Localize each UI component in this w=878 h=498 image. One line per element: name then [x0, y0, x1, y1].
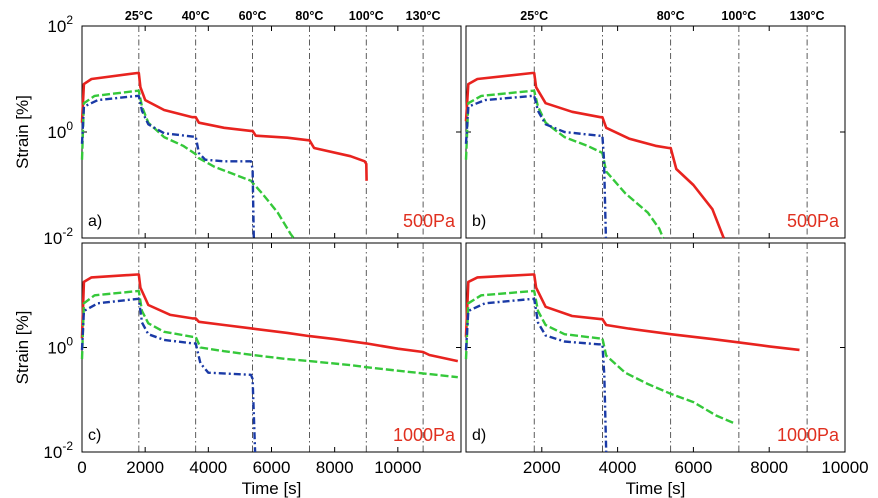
temperature-label: 80°C	[657, 9, 685, 23]
x-tick-label: 6000	[674, 458, 712, 477]
x-tick-label: 2000	[126, 458, 164, 477]
series-green	[80, 289, 458, 379]
y-axis-label: Strain [%]	[13, 95, 32, 169]
series-green	[464, 89, 665, 239]
series-green	[464, 289, 736, 425]
panel-label: b)	[472, 213, 486, 230]
x-axis-label: Time [s]	[626, 479, 686, 498]
x-tick-label: 10000	[821, 458, 868, 477]
x-tick-label: 2000	[523, 458, 561, 477]
panel-b: 25°C 80°C 100°C 130°C b) 500Pa	[464, 9, 846, 239]
series-red	[464, 273, 800, 352]
temperature-label: 80°C	[295, 9, 323, 23]
panel-c: c) 1000Pa Strain [%] 0 2000 4000 6000 8000 10000…	[13, 242, 462, 498]
panel-a: 25°C 40°C 60°C 80°C 100°C 130°C a) 500Pa Strain …	[13, 9, 462, 239]
series-blue	[464, 297, 608, 453]
series-red	[80, 71, 368, 181]
series-blue	[80, 297, 257, 453]
temperature-label: 25°C	[125, 9, 153, 23]
stress-label: 1000Pa	[393, 425, 456, 445]
temperature-label: 25°C	[520, 9, 548, 23]
stress-label: 500Pa	[403, 211, 456, 231]
x-tick-label: 8000	[750, 458, 788, 477]
y-tick-label: 100	[47, 335, 73, 358]
x-tick-label: 6000	[253, 458, 291, 477]
panel-label: c)	[88, 427, 101, 444]
panel-label: a)	[88, 213, 102, 230]
panel-label: d)	[472, 427, 486, 444]
x-axis-label: Time [s]	[242, 479, 302, 498]
series-green	[80, 89, 295, 239]
series-red	[464, 71, 725, 239]
panel-d: d) 1000Pa 2000 4000 6000 8000 10000 Time [s]	[464, 242, 869, 498]
y-tick-label: 10-2	[43, 439, 73, 462]
series-blue	[80, 94, 255, 239]
temperature-label: 100°C	[721, 9, 756, 23]
y-tick-label: 100	[47, 119, 73, 142]
x-tick-label: 4000	[189, 458, 227, 477]
y-tick-label: 102	[47, 13, 73, 36]
x-tick-label: 8000	[316, 458, 354, 477]
x-tick-label: 0	[77, 458, 86, 477]
stress-label: 500Pa	[787, 211, 840, 231]
stress-label: 1000Pa	[777, 425, 840, 445]
temperature-label: 60°C	[239, 9, 267, 23]
series-blue	[464, 94, 608, 239]
series-red	[80, 273, 459, 363]
y-axis-label: Strain [%]	[13, 311, 32, 385]
plot-frame	[465, 25, 846, 239]
temperature-label: 130°C	[790, 9, 825, 23]
x-tick-label: 4000	[599, 458, 637, 477]
temperature-label: 100°C	[349, 9, 384, 23]
temperature-label: 130°C	[406, 9, 441, 23]
y-tick-label: 10-2	[43, 225, 73, 248]
x-tick-label: 10000	[374, 458, 421, 477]
temperature-label: 40°C	[182, 9, 210, 23]
